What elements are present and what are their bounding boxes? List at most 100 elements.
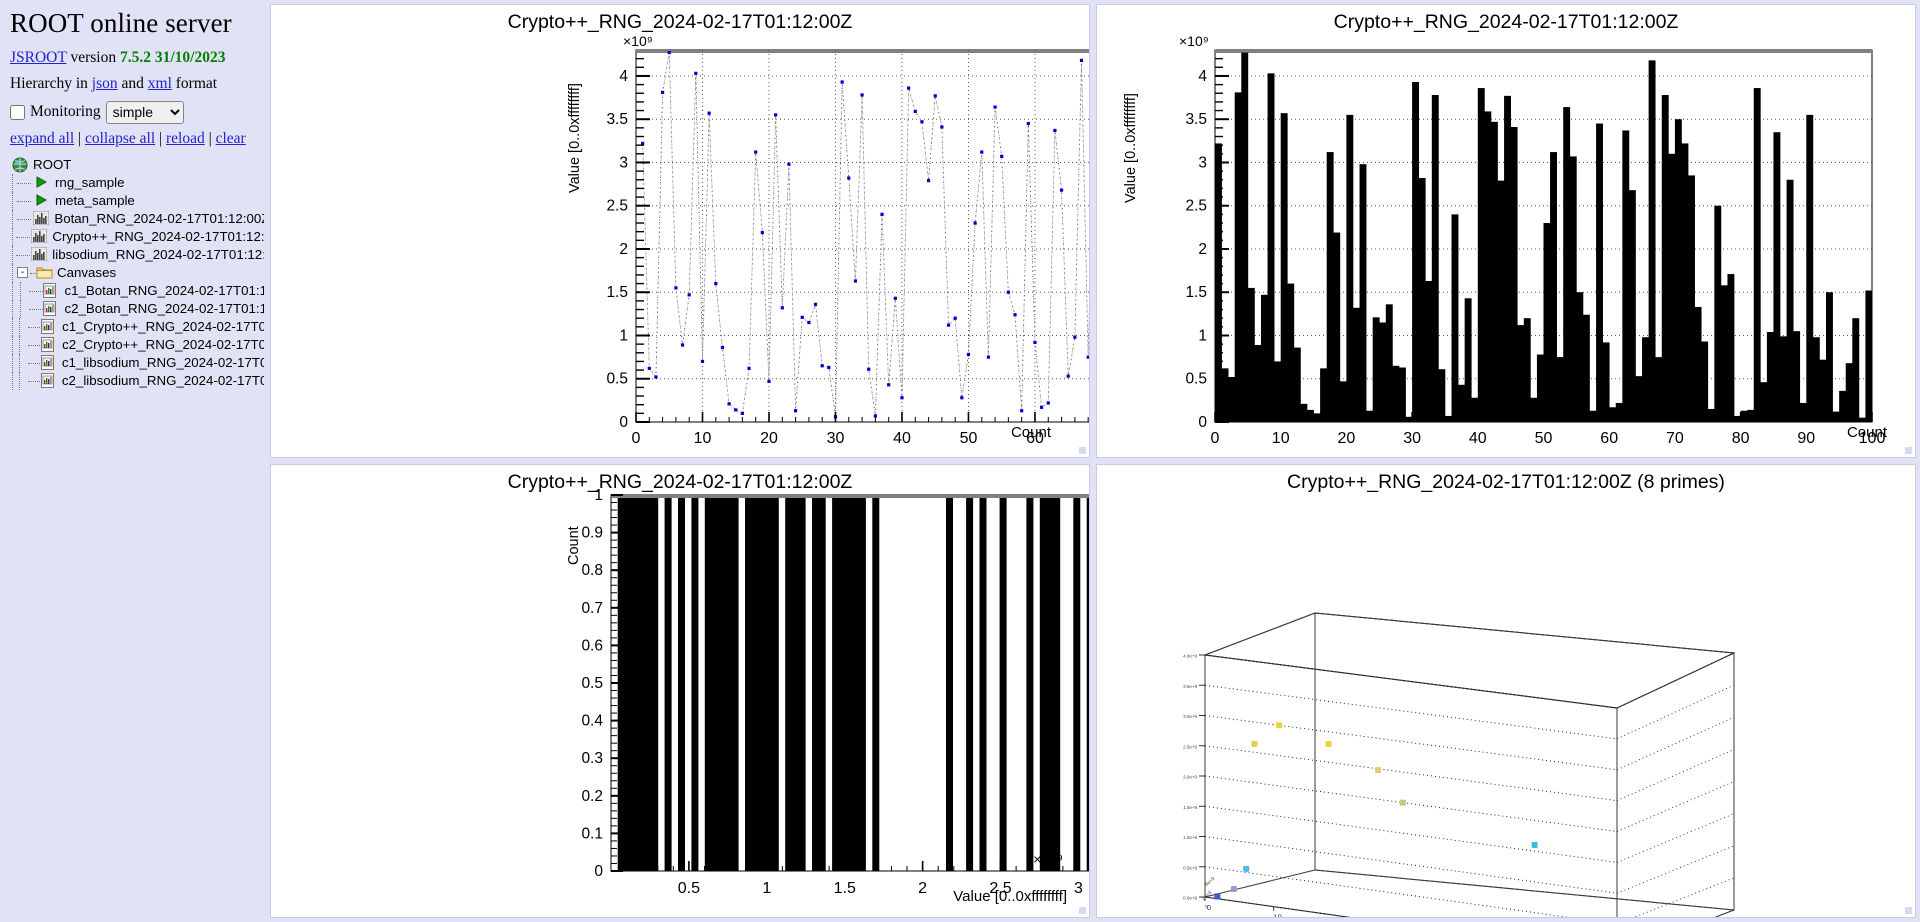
canvas-icon [43,300,60,317]
tree-item[interactable]: c1_Crypto++_RNG_2024-02-17T01:12:00Z [8,317,264,336]
tree-item[interactable]: c2_Crypto++_RNG_2024-02-17T01:12:00Z [8,335,264,354]
tree-guide [16,228,31,246]
tree-guide [29,282,44,300]
resize-handle[interactable] [1905,447,1912,454]
svg-text:2.5: 2.5 [1185,198,1207,215]
tree-guide [8,227,16,246]
tree-item-label: Botan_RNG_2024-02-17T01:12:00Z [54,211,264,227]
tree-item[interactable]: rng_sample [8,173,264,192]
tree-guide [8,191,17,210]
tree-item[interactable]: c1_Botan_RNG_2024-02-17T01:12:00Z [8,281,264,300]
tree-item[interactable]: c2_libsodium_RNG_2024-02-17T01:12:00Z [8,371,264,390]
tree-guide [17,192,34,210]
monitoring-interval-select[interactable]: simple [105,100,184,124]
tree-item[interactable]: libsodium_RNG_2024-02-17T01:12:00Z [8,245,264,264]
tree-item[interactable]: meta_sample [8,191,264,210]
svg-text:0: 0 [1207,903,1211,912]
svg-text:2.5e+9: 2.5e+9 [1183,744,1197,749]
svg-text:0.4: 0.4 [581,713,603,730]
tree-expander[interactable]: - [17,267,28,279]
y-exponent-histogram: ×10⁹ [1179,33,1209,49]
svg-text:0.6: 0.6 [581,637,603,654]
svg-text:3.0e+9: 3.0e+9 [1183,714,1197,719]
tree-item-label: Canvases [57,265,117,281]
svg-text:0.1: 0.1 [581,825,603,842]
svg-text:4: 4 [619,68,628,85]
tree-guide [8,245,16,264]
xml-link[interactable]: xml [147,75,172,93]
tree-item[interactable]: Crypto++_RNG_2024-02-17T01:12:00Z [8,227,264,246]
svg-text:1: 1 [1198,327,1207,344]
svg-text:1.5e+9: 1.5e+9 [1183,805,1197,810]
tree-item-label: c1_libsodium_RNG_2024-02-17T01:12:00Z [61,355,264,371]
histogram-icon [31,246,48,263]
collapse-all-link[interactable]: collapse all [85,129,156,147]
monitoring-checkbox[interactable] [10,104,25,120]
resize-handle[interactable] [1905,907,1912,914]
svg-text:2.5: 2.5 [989,880,1011,897]
canvas-icon [40,372,58,389]
svg-text:0: 0 [632,430,641,447]
json-link[interactable]: json [91,75,118,93]
clear-link[interactable]: clear [215,129,246,147]
svg-text:0.2: 0.2 [581,788,603,805]
svg-text:2.0e+9: 2.0e+9 [1183,775,1197,780]
histogram-figure: 00.511.522.533.540 10 20 30 40 50 60 70 80 90 100 [1185,49,1885,447]
tree-guide [16,281,24,300]
jsroot-link[interactable]: JSROOT [10,49,67,66]
svg-text:2: 2 [619,241,628,258]
tree-item[interactable]: c1_libsodium_RNG_2024-02-17T01:12:00Z [8,353,264,372]
green-play-icon [34,175,51,191]
svg-text:3: 3 [1198,154,1207,171]
tree-guide [29,300,44,318]
canvas-icon [40,354,58,371]
tree-guide [8,299,16,318]
tree-guide [8,281,16,300]
hierarchy-suffix: format [171,75,218,93]
svg-text:0.5: 0.5 [606,371,628,388]
monitoring-row: Monitoring simple [10,100,264,124]
tree-guide [17,174,34,192]
command-links: expand all | collapse all | reload | cle… [10,130,264,148]
resize-handle[interactable] [1079,907,1086,914]
canvas-panel-scatter3d[interactable]: Crypto++_RNG_2024-02-17T01:12:00Z (8 pri… [1096,464,1916,918]
tree-guide [8,317,15,336]
expand-all-link[interactable]: expand all [10,129,75,147]
canvas-panel-scatter[interactable]: Crypto++_RNG_2024-02-17T01:12:00Z ×10⁹ V… [270,4,1090,458]
tree-guide [15,371,22,390]
resize-handle[interactable] [1079,447,1086,454]
chart-title-scatter3d: Crypto++_RNG_2024-02-17T01:12:00Z (8 pri… [1287,471,1725,493]
tree-guide [8,263,17,282]
svg-text:40: 40 [1469,430,1487,447]
x-axis-label-value-histogram: Value [0..0xffffffff] [953,888,1067,905]
folder-icon [36,265,53,281]
svg-text:0: 0 [1211,430,1220,447]
svg-text:30: 30 [827,430,845,447]
canvas-panel-histogram[interactable]: Crypto++_RNG_2024-02-17T01:12:00Z ×10⁹ V… [1096,4,1916,458]
tree-item[interactable]: c2_Botan_RNG_2024-02-17T01:12:00Z [8,299,264,318]
canvas-icon [43,282,60,299]
chart-title-value-histogram: Crypto++_RNG_2024-02-17T01:12:00Z [507,471,853,493]
tree-item[interactable]: Botan_RNG_2024-02-17T01:12:00Z [8,209,264,228]
svg-text:2: 2 [918,880,927,897]
svg-text:0.0e+9: 0.0e+9 [1183,896,1197,901]
svg-text:3: 3 [619,154,628,171]
svg-text:60: 60 [1026,430,1044,447]
reload-link[interactable]: reload [166,129,205,147]
green-play-icon [34,193,51,209]
chart-title-histogram: Crypto++_RNG_2024-02-17T01:12:00Z [1333,11,1679,33]
tree-item[interactable]: ROOT [8,156,264,174]
svg-text:4.0e+9: 4.0e+9 [1183,654,1197,659]
svg-text:30: 30 [1403,430,1421,447]
x-axis-label-histogram: Count [1846,424,1887,441]
histogram-icon [33,210,50,227]
svg-text:3.5e+9: 3.5e+9 [1183,684,1197,689]
canvas-panel-value-histogram[interactable]: Crypto++_RNG_2024-02-17T01:12:00Z Count … [270,464,1090,918]
tree-item-label: ROOT [33,157,72,173]
svg-text:0.9: 0.9 [581,525,603,542]
sep1: | [74,129,85,147]
tree-item[interactable]: - Canvases [8,263,264,282]
y-exponent-scatter: ×10⁹ [623,33,653,49]
